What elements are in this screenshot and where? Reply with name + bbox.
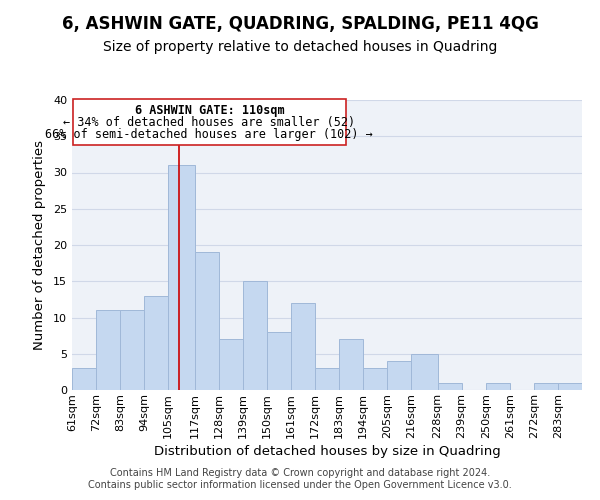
Bar [73,98,346,145]
Text: Contains public sector information licensed under the Open Government Licence v3: Contains public sector information licen… [88,480,512,490]
Bar [194,252,218,390]
Bar [243,281,267,390]
Text: Contains HM Land Registry data © Crown copyright and database right 2024.: Contains HM Land Registry data © Crown c… [110,468,490,477]
Bar [120,310,144,390]
Text: 6, ASHWIN GATE, QUADRING, SPALDING, PE11 4QG: 6, ASHWIN GATE, QUADRING, SPALDING, PE11… [62,15,538,33]
Bar [315,368,339,390]
Bar [218,339,243,390]
Text: 6 ASHWIN GATE: 110sqm: 6 ASHWIN GATE: 110sqm [134,104,284,118]
Bar [169,165,194,390]
X-axis label: Distribution of detached houses by size in Quadring: Distribution of detached houses by size … [154,445,500,458]
Text: ← 34% of detached houses are smaller (52): ← 34% of detached houses are smaller (52… [63,116,355,129]
Text: 66% of semi-detached houses are larger (102) →: 66% of semi-detached houses are larger (… [46,128,373,140]
Bar [534,383,558,390]
Bar [363,368,387,390]
Bar [291,303,315,390]
Text: Size of property relative to detached houses in Quadring: Size of property relative to detached ho… [103,40,497,54]
Bar [267,332,291,390]
Bar [411,354,437,390]
Bar [339,339,363,390]
Bar [558,383,582,390]
Bar [144,296,169,390]
Y-axis label: Number of detached properties: Number of detached properties [33,140,46,350]
Bar [437,383,461,390]
Bar [72,368,96,390]
Bar [387,361,411,390]
Bar [96,310,120,390]
Bar [485,383,510,390]
